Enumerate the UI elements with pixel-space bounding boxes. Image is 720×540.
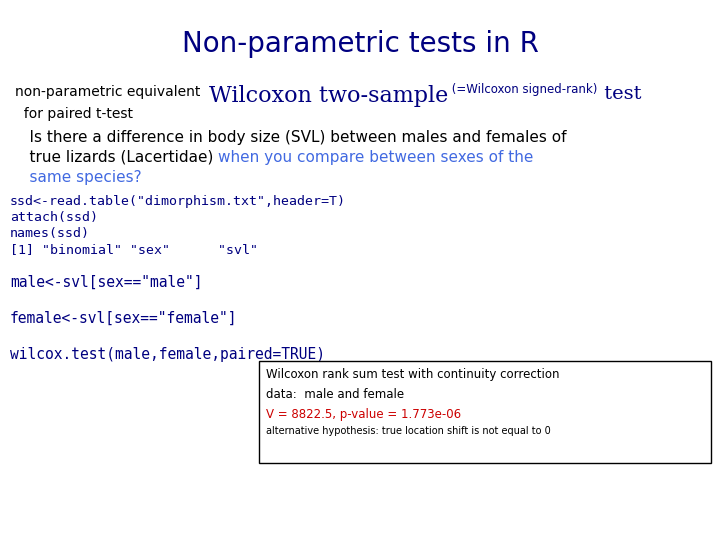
Text: Wilcoxon rank sum test with continuity correction: Wilcoxon rank sum test with continuity c… — [266, 368, 559, 381]
Text: alternative hypothesis: true location shift is not equal to 0: alternative hypothesis: true location sh… — [266, 426, 551, 436]
Text: non-parametric equivalent: non-parametric equivalent — [15, 85, 209, 99]
Text: Wilcoxon two-sample: Wilcoxon two-sample — [209, 85, 449, 107]
Text: (=Wilcoxon signed-rank): (=Wilcoxon signed-rank) — [449, 83, 598, 96]
Text: same species?: same species? — [10, 170, 142, 185]
Text: Non-parametric tests in R: Non-parametric tests in R — [181, 30, 539, 58]
Text: Is there a difference in body size (SVL) between males and females of: Is there a difference in body size (SVL)… — [10, 130, 567, 145]
Text: when you compare between sexes of the: when you compare between sexes of the — [218, 150, 534, 165]
Text: male<-svl[sex=="male"]: male<-svl[sex=="male"] — [10, 275, 202, 290]
Text: attach(ssd): attach(ssd) — [10, 211, 98, 224]
Text: [1] "binomial" "sex"      "svl": [1] "binomial" "sex" "svl" — [10, 243, 258, 256]
FancyBboxPatch shape — [259, 361, 711, 463]
Text: V = 8822.5, p-value = 1.773e-06: V = 8822.5, p-value = 1.773e-06 — [266, 408, 461, 421]
Text: true lizards (Lacertidae): true lizards (Lacertidae) — [10, 150, 218, 165]
Text: test: test — [598, 85, 642, 103]
Text: wilcox.test(male,female,paired=TRUE): wilcox.test(male,female,paired=TRUE) — [10, 347, 325, 362]
Text: ssd<-read.table("dimorphism.txt",header=T): ssd<-read.table("dimorphism.txt",header=… — [10, 195, 346, 208]
Text: data:  male and female: data: male and female — [266, 388, 404, 401]
Text: female<-svl[sex=="female"]: female<-svl[sex=="female"] — [10, 311, 238, 326]
Text: names(ssd): names(ssd) — [10, 227, 90, 240]
Text: for paired t-test: for paired t-test — [15, 107, 133, 121]
